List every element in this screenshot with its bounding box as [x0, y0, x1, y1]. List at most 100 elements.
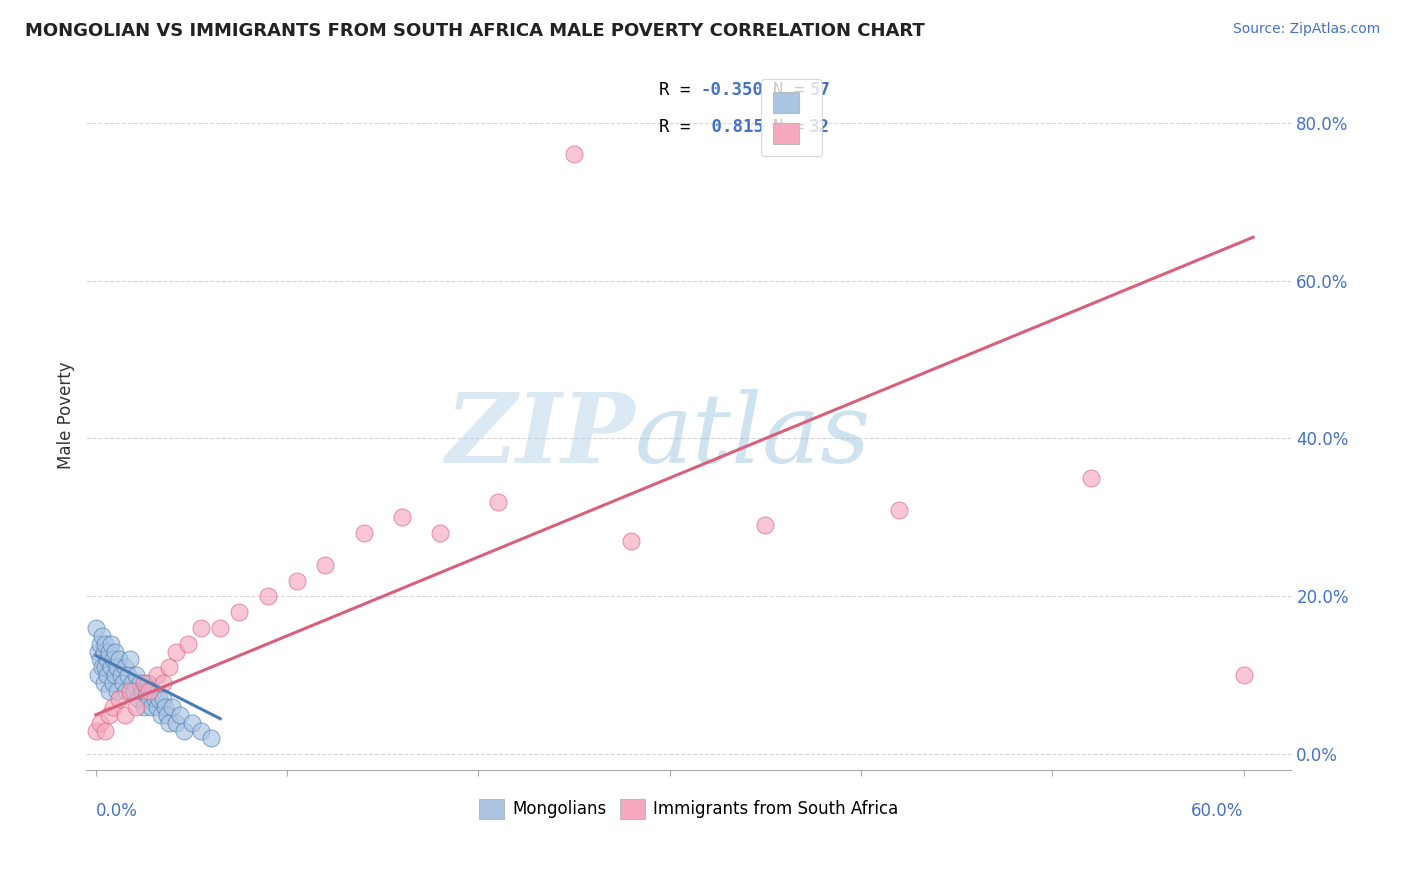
Text: 0.815: 0.815	[702, 118, 763, 136]
Point	[209, 621, 232, 635]
Point	[94, 660, 117, 674]
Point	[87, 644, 110, 658]
Point	[114, 660, 136, 674]
Point	[169, 707, 191, 722]
Point	[101, 699, 124, 714]
Point	[190, 723, 212, 738]
Point	[94, 637, 117, 651]
Point	[89, 652, 111, 666]
Point	[108, 692, 131, 706]
Point	[128, 676, 150, 690]
Point	[125, 699, 148, 714]
Point	[146, 699, 169, 714]
Point	[138, 684, 160, 698]
Text: 60.0%: 60.0%	[1191, 802, 1244, 820]
Point	[90, 629, 112, 643]
Point	[132, 676, 155, 690]
Text: R =: R =	[659, 81, 700, 99]
Point	[94, 723, 117, 738]
Point	[84, 723, 107, 738]
Point	[117, 668, 139, 682]
Point	[138, 692, 160, 706]
Point	[111, 676, 134, 690]
Point	[93, 676, 115, 690]
Point	[353, 526, 375, 541]
Point	[157, 660, 180, 674]
Text: N =: N =	[773, 81, 815, 99]
Text: atlas: atlas	[634, 389, 870, 483]
Point	[1233, 668, 1256, 682]
Text: R =: R =	[659, 118, 700, 136]
Point	[152, 692, 174, 706]
Point	[96, 668, 118, 682]
Point	[620, 534, 643, 549]
Point	[131, 684, 153, 698]
Point	[754, 518, 776, 533]
Point	[157, 715, 180, 730]
Point	[889, 502, 911, 516]
Text: -0.350: -0.350	[702, 81, 763, 99]
Point	[162, 699, 184, 714]
Point	[125, 668, 148, 682]
Point	[228, 605, 250, 619]
Point	[1080, 471, 1102, 485]
Point	[121, 676, 143, 690]
Point	[90, 660, 112, 674]
Point	[98, 707, 121, 722]
Point	[87, 668, 110, 682]
Point	[93, 644, 115, 658]
Point	[104, 668, 127, 682]
Y-axis label: Male Poverty: Male Poverty	[58, 361, 75, 468]
Point	[96, 652, 118, 666]
Point	[156, 707, 179, 722]
Point	[135, 684, 157, 698]
Point	[180, 715, 202, 730]
Point	[120, 684, 142, 698]
Point	[143, 692, 166, 706]
Point	[105, 660, 128, 674]
Text: 57: 57	[810, 81, 831, 99]
Text: 0.0%: 0.0%	[96, 802, 138, 820]
Point	[149, 707, 172, 722]
Point	[146, 668, 169, 682]
Point	[89, 715, 111, 730]
Point	[120, 652, 142, 666]
Point	[136, 676, 159, 690]
Point	[122, 684, 145, 698]
Point	[176, 637, 198, 651]
Point	[100, 660, 122, 674]
Point	[101, 676, 124, 690]
Point	[141, 699, 163, 714]
Point	[89, 637, 111, 651]
Point	[562, 147, 585, 161]
Point	[429, 526, 451, 541]
Legend: Mongolians, Immigrants from South Africa: Mongolians, Immigrants from South Africa	[472, 792, 905, 826]
Text: ZIP: ZIP	[446, 389, 634, 483]
Point	[142, 684, 165, 698]
Point	[127, 692, 149, 706]
Point	[100, 637, 122, 651]
Point	[84, 621, 107, 635]
Point	[165, 715, 187, 730]
Point	[314, 558, 336, 572]
Point	[114, 707, 136, 722]
Point	[101, 652, 124, 666]
Point	[200, 731, 222, 746]
Point	[486, 494, 509, 508]
Point	[257, 590, 280, 604]
Point	[152, 676, 174, 690]
Point	[165, 644, 187, 658]
Text: N =: N =	[773, 118, 815, 136]
Point	[153, 699, 176, 714]
Point	[108, 652, 131, 666]
Point	[173, 723, 195, 738]
Point	[104, 644, 127, 658]
Text: 32: 32	[810, 118, 831, 136]
Point	[105, 684, 128, 698]
Text: MONGOLIAN VS IMMIGRANTS FROM SOUTH AFRICA MALE POVERTY CORRELATION CHART: MONGOLIAN VS IMMIGRANTS FROM SOUTH AFRIC…	[25, 22, 925, 40]
Point	[391, 510, 413, 524]
Point	[110, 668, 132, 682]
Point	[132, 699, 155, 714]
Text: Source: ZipAtlas.com: Source: ZipAtlas.com	[1233, 22, 1381, 37]
Point	[285, 574, 308, 588]
